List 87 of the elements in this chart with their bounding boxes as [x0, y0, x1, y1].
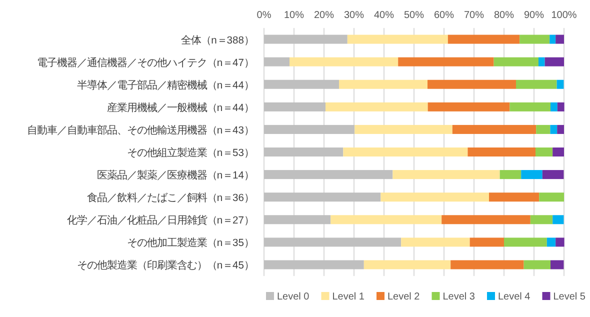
- bar: [343, 148, 468, 156]
- bar: [380, 192, 489, 202]
- bar: [550, 124, 558, 134]
- bar: [428, 80, 516, 89]
- legend-label: Level 2: [388, 292, 420, 302]
- bar: [520, 34, 550, 44]
- bar: [552, 148, 564, 156]
- bar: [530, 215, 553, 224]
- bar: [544, 57, 564, 66]
- y-tick-label: その他製造業（印刷業含む）（n＝45）: [76, 260, 254, 272]
- bar: [550, 102, 558, 112]
- bar: [264, 34, 348, 44]
- x-tick-label: 80%: [494, 10, 514, 21]
- bar: [264, 215, 331, 224]
- bar: [516, 80, 557, 89]
- bar: [524, 260, 550, 270]
- bar: [264, 124, 355, 134]
- x-tick-label: 10%: [284, 10, 304, 21]
- x-tick-label: 20%: [314, 10, 334, 21]
- y-tick-label: 自動車／自動車部品、その他輸送用機器（n＝43）: [26, 124, 254, 136]
- bar: [264, 80, 339, 89]
- bar: [556, 80, 564, 89]
- bar: [264, 260, 364, 270]
- y-tick-label: 産業用機械／一般機械（n＝44）: [106, 102, 254, 114]
- bar: [550, 260, 564, 270]
- legend-label: Level 0: [277, 292, 310, 302]
- bar: [494, 57, 538, 66]
- bar: [442, 215, 530, 224]
- x-tick-label: 70%: [464, 10, 484, 21]
- bar: [557, 124, 564, 134]
- bar: [539, 192, 564, 202]
- bar: [550, 34, 556, 44]
- legend-label: Level 3: [442, 292, 476, 302]
- bar: [536, 148, 553, 156]
- x-tick-label: 100%: [551, 10, 577, 21]
- bar: [552, 215, 564, 224]
- y-tick-label: 半導体／電子部品／精密機械（n＝44）: [76, 79, 254, 92]
- x-tick-label: 40%: [374, 10, 394, 21]
- x-tick-label: 90%: [524, 10, 544, 21]
- bar: [546, 238, 556, 247]
- bar: [510, 102, 550, 112]
- bar: [542, 170, 564, 180]
- bar: [500, 170, 522, 180]
- bar: [264, 148, 344, 156]
- y-tick-label: 食品／飲料／たばこ／飼料（n＝36）: [86, 192, 254, 204]
- y-tick-label: その他加工製造業（n＝35）: [126, 237, 254, 250]
- bar: [264, 57, 290, 66]
- bar: [330, 215, 442, 224]
- bar: [557, 102, 564, 112]
- bar: [354, 124, 452, 134]
- x-tick-label: 0%: [256, 10, 272, 21]
- legend-label: Level 5: [553, 292, 586, 302]
- bar: [504, 238, 547, 247]
- bar: [468, 148, 536, 156]
- bar: [556, 238, 564, 247]
- legend-label: Level 1: [332, 292, 365, 302]
- y-tick-label: 医薬品／製薬／医療機器（n＝14）: [96, 170, 254, 182]
- bar: [538, 57, 545, 66]
- bar: [264, 170, 393, 180]
- legend-label: Level 4: [498, 292, 531, 302]
- bar: [364, 260, 451, 270]
- bar: [264, 192, 381, 202]
- bar: [521, 170, 542, 180]
- y-tick-label: 全体（n＝388）: [181, 34, 254, 46]
- bar: [536, 124, 550, 134]
- bar: [326, 102, 428, 112]
- bar: [401, 238, 470, 247]
- x-tick-label: 50%: [404, 10, 424, 21]
- bar: [264, 102, 326, 112]
- bar: [428, 102, 510, 112]
- bar: [450, 260, 524, 270]
- bar: [339, 80, 428, 89]
- y-tick-label: その他組立製造業（n＝53）: [126, 147, 254, 159]
- x-tick-label: 30%: [344, 10, 364, 21]
- bar: [489, 192, 540, 202]
- y-tick-label: 化学／石油／化粧品／日用雑貨（n＝27）: [66, 214, 254, 227]
- bar: [452, 124, 536, 134]
- y-tick-label: 電子機器／通信機器／その他ハイテク（n＝47）: [36, 56, 254, 69]
- bar: [398, 57, 494, 66]
- x-tick-label: 60%: [434, 10, 454, 21]
- bar: [470, 238, 504, 247]
- bar: [392, 170, 500, 180]
- bar: [264, 238, 402, 247]
- bar: [556, 34, 564, 44]
- bar: [290, 57, 398, 66]
- bar: [448, 34, 520, 44]
- bar: [347, 34, 448, 44]
